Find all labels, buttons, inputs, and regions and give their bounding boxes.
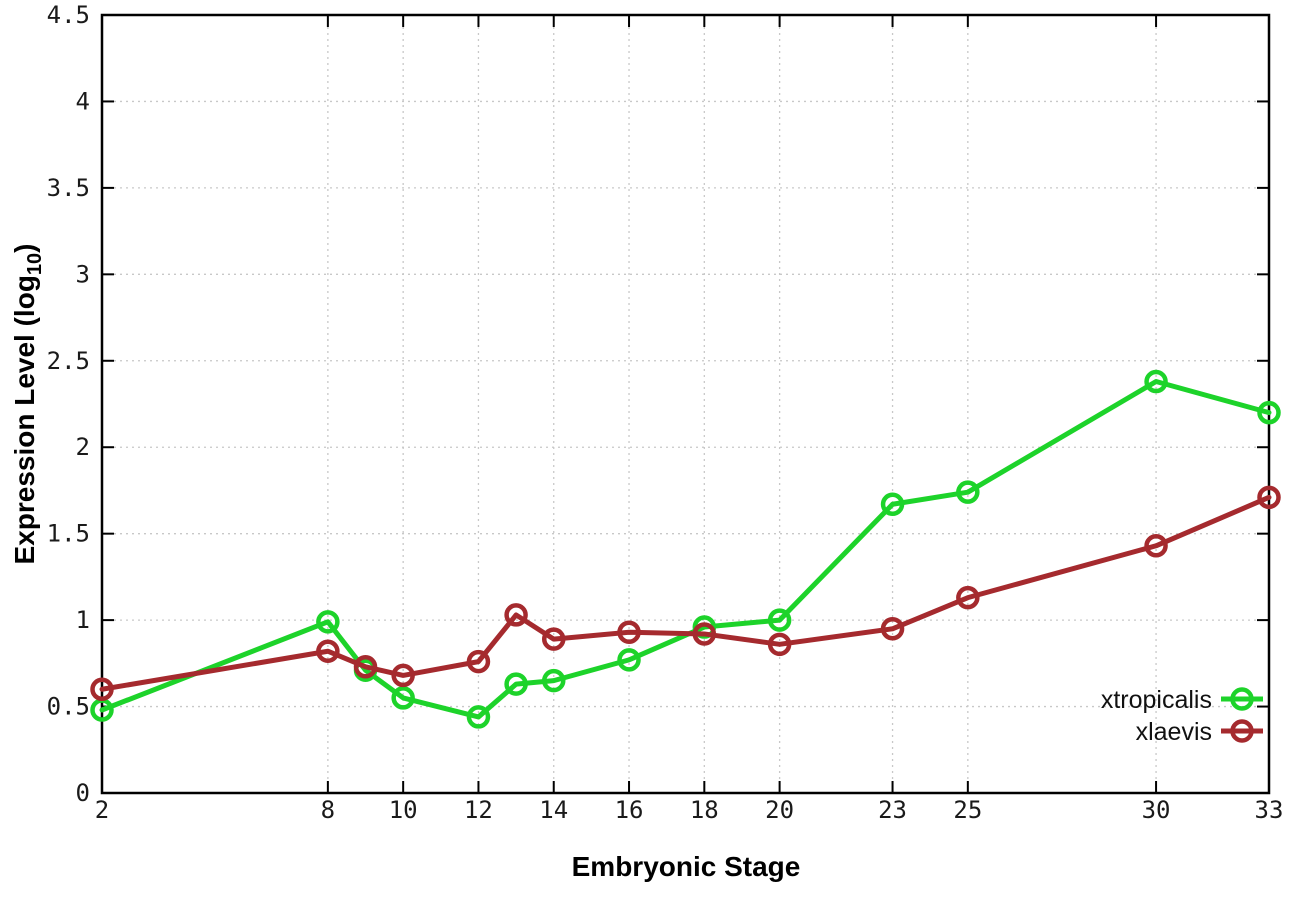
data-point-xlaevis [1144, 534, 1168, 558]
legend-entry-xlaevis: xlaevis [1136, 718, 1263, 746]
data-point-xlaevis [541, 627, 566, 651]
tick-label-layer: 2 8 10 12 14 16 18 20 23 25 30 33 0 0.5 1 1.5 2 2.5 3 3.5 4 4… [47, 1, 1284, 824]
y-tick-label: 3.5 [47, 174, 90, 202]
data-point-xtropicalis [956, 480, 980, 504]
data-point-xtropicalis [1144, 369, 1168, 394]
data-point-xtropicalis [617, 648, 641, 672]
x-axis-title: Embryonic Stage [572, 851, 801, 882]
y-axis-title-prefix: Expression Level (log [9, 275, 40, 564]
series-layer [90, 369, 1281, 729]
data-point-xlaevis [956, 585, 980, 610]
legend-label-xtropicalis: xtropicalis [1101, 686, 1212, 714]
y-tick-label: 4.5 [47, 1, 90, 29]
x-tick-label: 8 [321, 796, 335, 824]
data-point-xlaevis [391, 663, 415, 688]
data-point-xtropicalis [541, 668, 566, 693]
legend-marker-xtropicalis [1230, 687, 1254, 711]
data-point-xtropicalis [466, 705, 491, 729]
legend-entry-xtropicalis: xtropicalis [1101, 686, 1263, 714]
y-tick-label: 2 [76, 433, 90, 461]
x-tick-label: 12 [464, 796, 493, 824]
x-tick-label: 10 [389, 796, 418, 824]
data-point-xlaevis [767, 632, 792, 657]
y-axis-title-suffix: ) [9, 244, 40, 253]
y-tick-label: 1.5 [47, 520, 90, 548]
data-point-xtropicalis [391, 686, 415, 710]
series-line-xtropicalis [99, 379, 1272, 720]
x-tick-label: 14 [539, 796, 568, 824]
data-point-xlaevis [1257, 485, 1281, 510]
legend-marker-xlaevis [1230, 719, 1254, 743]
y-tick-label: 2.5 [47, 347, 90, 375]
data-point-xtropicalis [504, 672, 528, 696]
y-tick-label: 0.5 [47, 693, 90, 721]
series-line-xlaevis [99, 494, 1272, 692]
data-point-xlaevis [880, 617, 905, 641]
data-point-xlaevis [504, 603, 528, 627]
y-axis-title-subscript: 10 [24, 253, 46, 275]
x-tick-label: 2 [95, 796, 109, 824]
y-tick-label: 1 [76, 606, 90, 634]
x-tick-label: 16 [615, 796, 644, 824]
data-point-xtropicalis [880, 492, 905, 517]
data-point-xlaevis [353, 655, 378, 679]
data-point-xlaevis [617, 620, 641, 644]
x-tick-label: 33 [1255, 796, 1284, 824]
legend-label-xlaevis: xlaevis [1136, 718, 1212, 746]
tick-layer [101, 14, 1270, 794]
x-tick-label: 18 [690, 796, 719, 824]
legend: xtropicalis xlaevis [1101, 686, 1263, 746]
y-tick-label: 3 [76, 260, 90, 288]
data-point-xtropicalis [316, 610, 340, 634]
x-tick-label: 20 [765, 796, 794, 824]
data-point-xtropicalis [767, 608, 792, 632]
y-axis-title: Expression Level (log10) [9, 244, 46, 565]
data-point-xtropicalis [1257, 400, 1281, 425]
data-point-xlaevis [466, 649, 491, 674]
data-point-xlaevis [316, 639, 340, 663]
x-tick-label: 30 [1142, 796, 1171, 824]
y-tick-label: 4 [76, 87, 90, 115]
x-tick-label: 23 [878, 796, 907, 824]
data-point-xlaevis [692, 622, 717, 646]
data-point-xtropicalis [692, 615, 717, 639]
grid-layer [102, 15, 1269, 793]
y-tick-label: 0 [76, 779, 90, 807]
data-point-xlaevis [90, 677, 114, 702]
plot-border [100, 13, 1271, 795]
x-tick-label: 25 [953, 796, 982, 824]
